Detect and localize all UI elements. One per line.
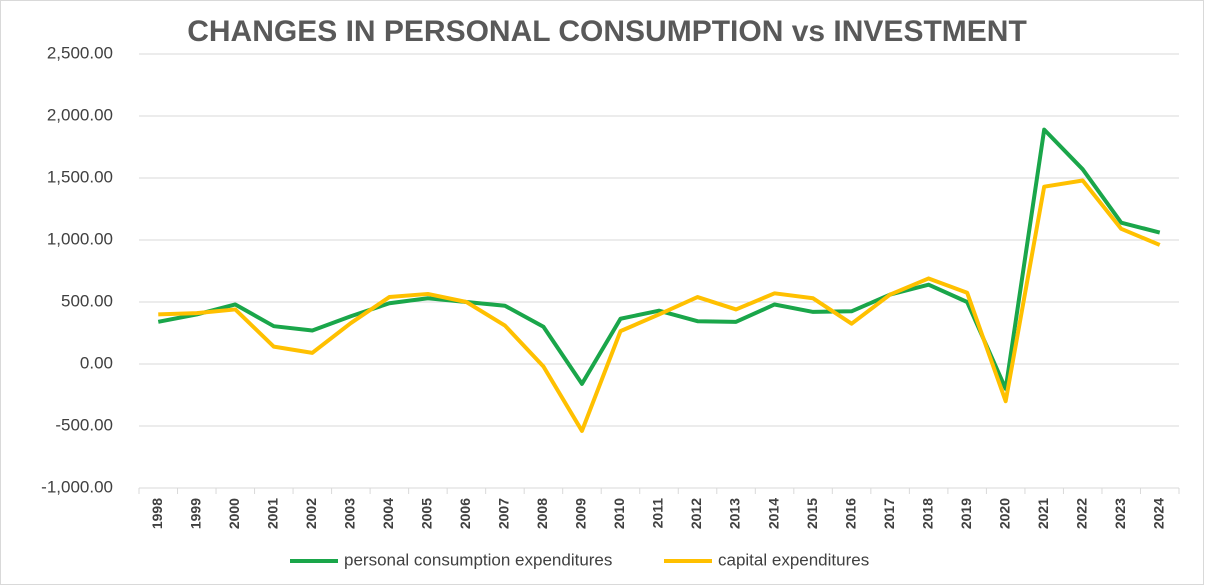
x-tick-label: 2017	[881, 498, 897, 529]
x-tick-label: 2011	[650, 498, 666, 529]
chart-title: CHANGES IN PERSONAL CONSUMPTION vs INVES…	[187, 15, 1027, 48]
x-tick-label: 2012	[688, 498, 704, 529]
x-tick-label: 2015	[804, 498, 820, 529]
y-tick-label: 1,500.00	[47, 167, 113, 186]
x-tick-label: 2007	[496, 498, 512, 529]
x-tick-label: 2021	[1035, 498, 1051, 529]
y-tick-label: 2,000.00	[47, 105, 113, 124]
y-tick-label: 500.00	[61, 291, 113, 310]
legend-label: capital expenditures	[718, 550, 869, 569]
y-tick-label: -1,000.00	[41, 477, 113, 496]
x-tick-label: 2006	[457, 498, 473, 529]
y-tick-label: -500.00	[55, 415, 113, 434]
y-tick-label: 2,500.00	[47, 43, 113, 62]
y-tick-label: 0.00	[80, 353, 113, 372]
series-line	[158, 178, 1161, 433]
x-tick-label: 2018	[919, 498, 935, 529]
x-tick-label: 2019	[958, 498, 974, 529]
x-tick-label: 2010	[611, 498, 627, 529]
x-tick-label: 1999	[187, 498, 203, 529]
x-tick-label: 2024	[1150, 498, 1166, 529]
x-tick-label: 2009	[573, 498, 589, 529]
x-tick-label: 2000	[226, 498, 242, 529]
x-tick-label: 2002	[303, 498, 319, 529]
x-tick-label: 2004	[380, 498, 396, 529]
x-tick-label: 2022	[1073, 498, 1089, 529]
y-tick-label: 1,000.00	[47, 229, 113, 248]
x-tick-label: 2003	[342, 498, 358, 529]
x-tick-label: 2013	[727, 498, 743, 529]
x-tick-label: 2005	[419, 498, 435, 529]
x-tick-label: 2001	[265, 498, 281, 529]
x-tick-label: 2008	[534, 498, 550, 529]
x-tick-label: 2014	[765, 498, 781, 529]
x-tick-label: 2023	[1112, 498, 1128, 529]
x-tick-label: 2016	[842, 498, 858, 529]
legend-label: personal consumption expenditures	[344, 550, 612, 569]
x-tick-label: 2020	[996, 498, 1012, 529]
x-tick-label: 1998	[149, 498, 165, 529]
